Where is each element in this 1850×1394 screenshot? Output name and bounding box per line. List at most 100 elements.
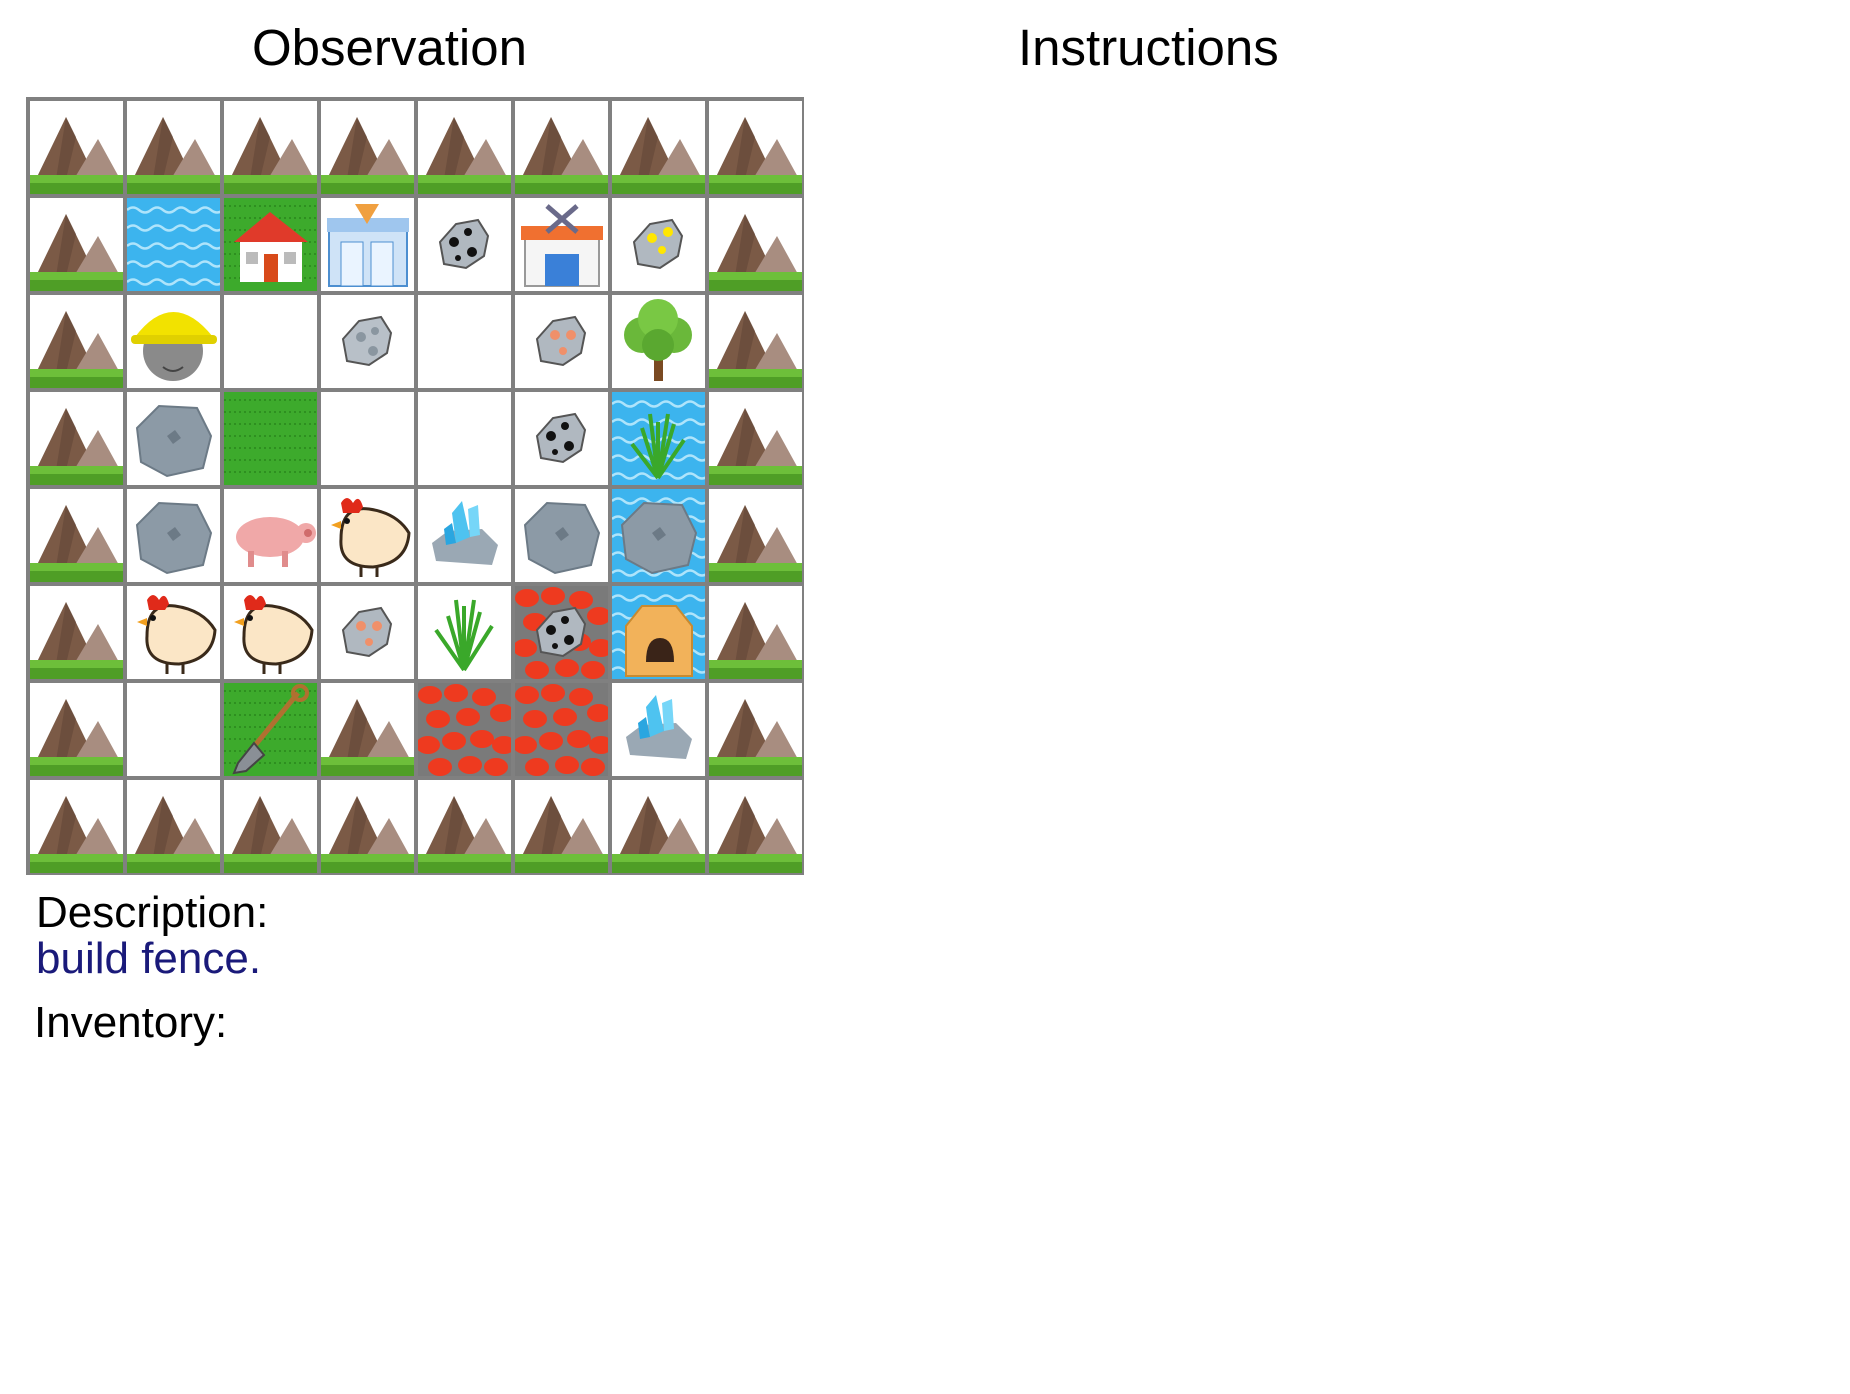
empty-icon <box>418 392 511 485</box>
coal-icon <box>438 218 490 270</box>
description-label: Description: <box>36 888 269 937</box>
water-furnace-icon <box>612 586 705 679</box>
tile-mountain <box>709 489 802 582</box>
lava-icon <box>515 683 608 776</box>
grass-icon <box>224 392 317 485</box>
mountain-icon <box>321 699 414 776</box>
tile-water-furnace <box>612 586 705 679</box>
tile-lava <box>418 683 511 776</box>
mountain-icon <box>612 117 705 194</box>
tile-chicken <box>127 586 220 679</box>
tile-stone <box>127 489 220 582</box>
coal-icon <box>535 412 587 464</box>
tile-diamond <box>612 683 705 776</box>
mountain-icon <box>224 796 317 873</box>
tile-stone <box>515 489 608 582</box>
tile-mountain <box>321 101 414 194</box>
tile-grass <box>224 392 317 485</box>
tile-tree <box>612 295 705 388</box>
tile-mountain <box>709 586 802 679</box>
bank-icon <box>327 204 409 287</box>
chicken-icon <box>331 498 411 577</box>
tile-coal <box>515 392 608 485</box>
tile-mountain <box>30 683 123 776</box>
diamond-icon <box>626 695 692 759</box>
mountain-icon <box>30 505 123 582</box>
tile-mountain <box>127 101 220 194</box>
tile-mountain <box>709 295 802 388</box>
tile-mountain <box>709 780 802 873</box>
tile-mountain <box>30 780 123 873</box>
tile-copper <box>515 295 608 388</box>
tile-mountain <box>418 780 511 873</box>
tile-empty <box>321 392 414 485</box>
mountain-icon <box>709 214 802 291</box>
mountain-icon <box>30 796 123 873</box>
mountain-icon <box>30 699 123 776</box>
workshop-icon <box>521 204 603 287</box>
mountain-icon <box>321 796 414 873</box>
tile-mountain <box>709 392 802 485</box>
mountain-icon <box>709 117 802 194</box>
chicken-icon <box>234 595 314 674</box>
inventory-label: Inventory: <box>34 998 228 1047</box>
tile-tall-grass <box>418 586 511 679</box>
water-stone-icon <box>612 489 705 582</box>
mountain-icon <box>709 699 802 776</box>
copper-icon <box>341 606 393 658</box>
instructions-title: Instructions <box>1018 19 1279 76</box>
mountain-icon <box>709 311 802 388</box>
copper-icon <box>535 315 587 367</box>
tile-player <box>127 295 220 388</box>
empty-icon <box>127 683 220 776</box>
tree-icon <box>624 299 692 381</box>
tile-pig <box>224 489 317 582</box>
tile-mountain <box>321 683 414 776</box>
mountain-icon <box>709 505 802 582</box>
tile-house <box>224 198 317 291</box>
lava-coal-icon <box>515 586 608 679</box>
grass-shovel-icon <box>224 683 317 776</box>
tile-empty <box>418 392 511 485</box>
iron-icon <box>341 315 393 367</box>
mountain-icon <box>30 117 123 194</box>
tile-workshop <box>515 198 608 291</box>
mountain-icon <box>515 117 608 194</box>
tile-empty <box>224 295 317 388</box>
observation-title: Observation <box>252 19 527 76</box>
stone-icon <box>135 501 213 575</box>
mountain-icon <box>418 117 511 194</box>
mountain-icon <box>30 602 123 679</box>
tile-mountain <box>515 101 608 194</box>
tile-mountain <box>612 101 705 194</box>
tile-diamond <box>418 489 511 582</box>
empty-icon <box>224 295 317 388</box>
mountain-icon <box>321 117 414 194</box>
tall-grass-icon <box>434 599 494 672</box>
mountain-icon <box>709 408 802 485</box>
lava-icon <box>418 683 511 776</box>
water-icon <box>127 198 220 291</box>
player-icon <box>131 312 217 381</box>
tile-mountain <box>30 198 123 291</box>
stone-icon <box>523 501 601 575</box>
tile-mountain <box>30 101 123 194</box>
tile-water-grass <box>612 392 705 485</box>
house-icon <box>224 198 317 291</box>
tile-mountain <box>30 489 123 582</box>
mountain-icon <box>418 796 511 873</box>
tile-mountain <box>127 780 220 873</box>
tile-chicken <box>224 586 317 679</box>
chicken-icon <box>137 595 217 674</box>
empty-icon <box>321 392 414 485</box>
tile-chicken <box>321 489 414 582</box>
mountain-icon <box>709 602 802 679</box>
tile-mountain <box>30 392 123 485</box>
mountain-icon <box>709 796 802 873</box>
stone-icon <box>135 404 213 478</box>
tile-lava-coal <box>515 586 608 679</box>
tile-water-stone <box>612 489 705 582</box>
observation-grid <box>26 97 804 875</box>
mountain-icon <box>612 796 705 873</box>
mountain-icon <box>515 796 608 873</box>
